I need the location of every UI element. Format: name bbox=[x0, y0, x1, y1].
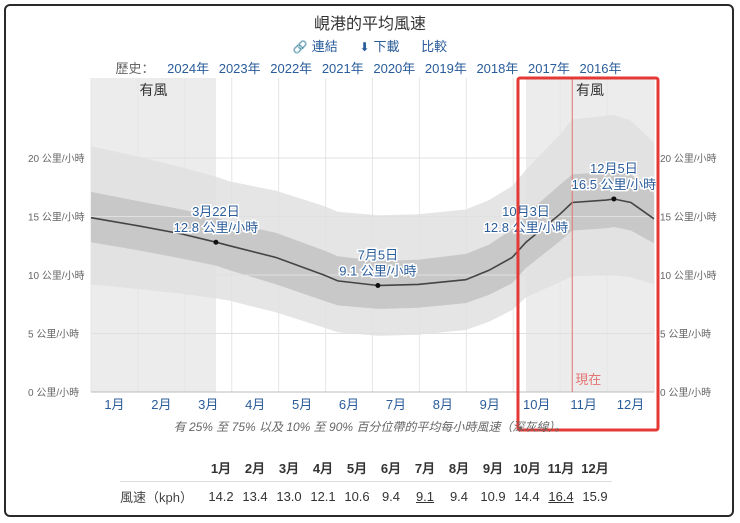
link-icon: 🔗 bbox=[292, 40, 308, 54]
summary-month: 5月 bbox=[346, 461, 368, 476]
y-tick-label-right: 15 公里/小時 bbox=[660, 212, 717, 224]
page-title: 峴港的平均風速 bbox=[313, 16, 426, 33]
summary-month: 8月 bbox=[448, 461, 470, 476]
summary-value-row: 風速（kph） 14.2 13.4 13.0 12.1 10.6 9.4 9.1… bbox=[120, 481, 612, 511]
history-nav: 歷史： 2024年 2023年 2022年 2021年 2020年 2019年 … bbox=[0, 58, 740, 77]
x-tick-label: 1月 bbox=[104, 397, 124, 412]
summary-value: 15.9 bbox=[578, 481, 612, 511]
x-tick-label: 11月 bbox=[570, 397, 597, 412]
annotation-marker bbox=[213, 239, 219, 245]
history-year-2022[interactable]: 2022年 bbox=[270, 61, 313, 76]
chart-caption: 有 25% 至 75% 以及 10% 至 90% 百分位帶的平均每小時風速（深灰… bbox=[173, 420, 567, 434]
band-25-75 bbox=[91, 170, 654, 309]
summary-value: 13.0 bbox=[272, 481, 306, 511]
download-label: 下載 bbox=[373, 39, 400, 54]
y-tick-label-left: 5 公里/小時 bbox=[28, 329, 79, 341]
x-tick-label: 8月 bbox=[433, 397, 453, 412]
windy-period-label: 有風 bbox=[576, 82, 604, 98]
summary-month: 11月 bbox=[547, 461, 575, 476]
y-tick-label-right: 20 公里/小時 bbox=[660, 153, 717, 165]
y-tick-label-left: 10 公里/小時 bbox=[28, 270, 85, 282]
summary-value: 12.1 bbox=[306, 481, 340, 511]
annotation-value: 9.1 公里/小時 bbox=[339, 264, 416, 279]
x-tick-label: 6月 bbox=[339, 397, 359, 412]
x-tick-label: 5月 bbox=[292, 397, 312, 412]
history-year-2017[interactable]: 2017年 bbox=[528, 61, 570, 76]
summary-value: 10.9 bbox=[476, 481, 510, 511]
summary-month: 6月 bbox=[380, 461, 402, 476]
summary-value: 14.4 bbox=[510, 481, 544, 511]
annotation-marker bbox=[375, 283, 381, 289]
x-tick-label: 9月 bbox=[480, 397, 500, 412]
summary-value: 10.6 bbox=[340, 481, 374, 511]
summary-month: 1月 bbox=[210, 461, 232, 476]
annotation-date: 7月5日 bbox=[358, 248, 398, 263]
annotation-value: 12.8 公里/小時 bbox=[174, 220, 259, 235]
action-bar: 🔗 連結 ⬇ 下載 比較 bbox=[0, 36, 740, 55]
history-year-2018[interactable]: 2018年 bbox=[476, 61, 519, 76]
summary-value: 9.4 bbox=[374, 481, 408, 511]
annotation-marker bbox=[611, 196, 617, 202]
annotation-date: 10月3日 bbox=[502, 204, 550, 219]
annotation-value: 16.5 公里/小時 bbox=[572, 177, 657, 192]
history-year-2020[interactable]: 2020年 bbox=[373, 61, 416, 76]
highlight-box bbox=[516, 76, 660, 432]
windy-period-label: 有風 bbox=[139, 82, 167, 98]
summary-value: 16.4 bbox=[544, 481, 578, 511]
summary-month: 4月 bbox=[312, 461, 334, 476]
summary-month: 10月 bbox=[513, 461, 541, 476]
summary-value: 13.4 bbox=[238, 481, 272, 511]
annotation-date: 3月22日 bbox=[192, 204, 240, 219]
y-tick-label-left: 20 公里/小時 bbox=[28, 153, 85, 165]
summary-corner bbox=[120, 454, 204, 482]
summary-month: 3月 bbox=[278, 461, 300, 476]
compare-button[interactable]: 比較 bbox=[421, 39, 448, 54]
y-tick-label-right: 0 公里/小時 bbox=[660, 387, 711, 399]
x-tick-label: 2月 bbox=[151, 397, 171, 412]
x-tick-label: 7月 bbox=[386, 397, 406, 412]
summary-month: 2月 bbox=[244, 461, 266, 476]
x-tick-label: 12月 bbox=[617, 397, 644, 412]
link-label: 連結 bbox=[311, 39, 338, 54]
monthly-summary-table: 1月 2月 3月 4月 5月 6月 7月 8月 9月 10月 11月 12月 風… bbox=[120, 454, 612, 511]
annotation-date: 12月5日 bbox=[590, 161, 638, 176]
download-icon: ⬇ bbox=[359, 40, 370, 54]
summary-value: 9.4 bbox=[442, 481, 476, 511]
summary-month: 7月 bbox=[414, 461, 436, 476]
now-label: 現在 bbox=[575, 372, 601, 387]
link-button[interactable]: 🔗 連結 bbox=[293, 39, 338, 54]
history-label: 歷史： bbox=[115, 61, 155, 76]
y-tick-label-right: 10 公里/小時 bbox=[660, 270, 717, 282]
summary-value: 14.2 bbox=[204, 481, 238, 511]
download-button[interactable]: ⬇ 下載 bbox=[359, 39, 399, 54]
summary-row-label: 風速（kph） bbox=[120, 481, 204, 511]
summary-value: 9.1 bbox=[408, 481, 442, 511]
history-year-2016[interactable]: 2016年 bbox=[579, 61, 622, 76]
history-year-2023[interactable]: 2023年 bbox=[218, 61, 261, 76]
history-year-2021[interactable]: 2021年 bbox=[321, 61, 364, 76]
summary-month: 9月 bbox=[482, 461, 504, 476]
y-tick-label-right: 5 公里/小時 bbox=[660, 329, 711, 341]
history-year-2019[interactable]: 2019年 bbox=[424, 61, 467, 76]
x-tick-label: 3月 bbox=[198, 397, 218, 412]
y-tick-label-left: 15 公里/小時 bbox=[28, 212, 85, 224]
annotation-value: 12.8 公里/小時 bbox=[484, 220, 569, 235]
x-tick-label: 10月 bbox=[523, 397, 550, 412]
history-year-2024[interactable]: 2024年 bbox=[167, 61, 210, 76]
x-tick-label: 4月 bbox=[245, 397, 265, 412]
y-tick-label-left: 0 公里/小時 bbox=[28, 387, 79, 399]
summary-header-row: 1月 2月 3月 4月 5月 6月 7月 8月 9月 10月 11月 12月 bbox=[120, 454, 612, 482]
summary-month: 12月 bbox=[581, 461, 609, 476]
